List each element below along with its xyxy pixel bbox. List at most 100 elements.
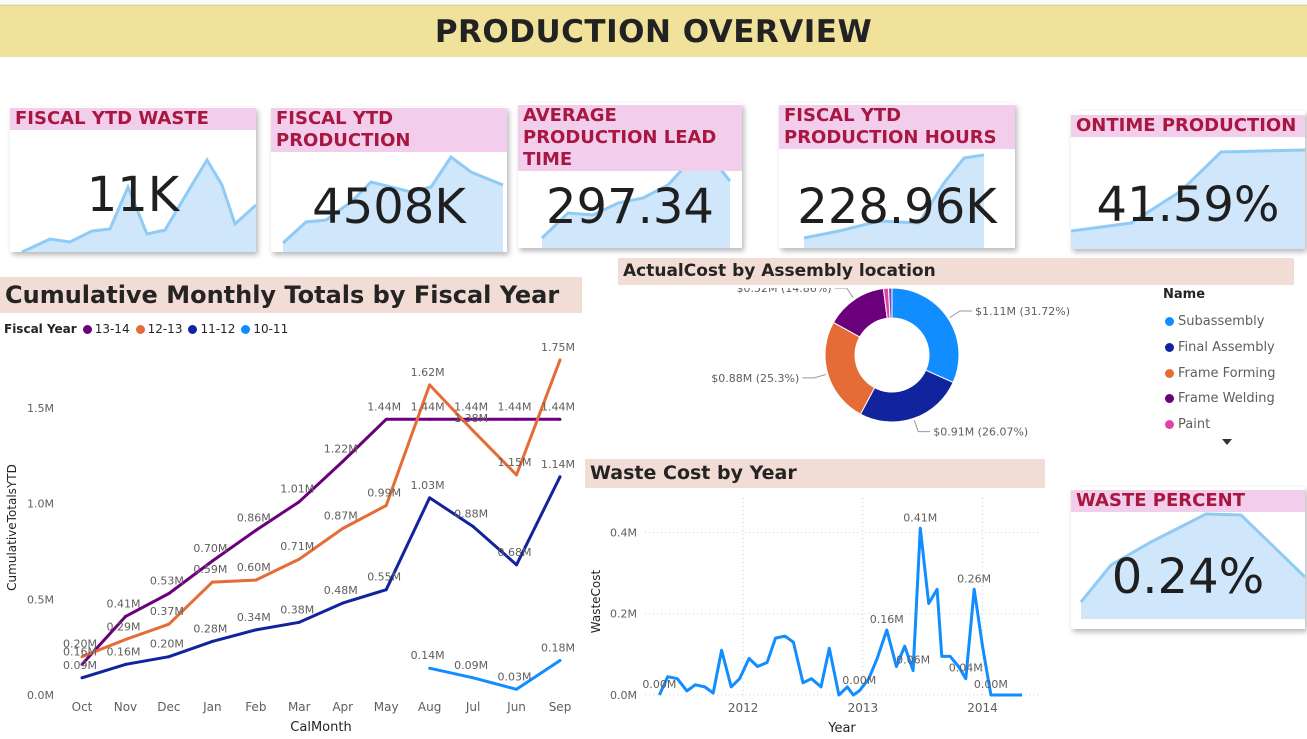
data-point [297,620,301,624]
kpi-card-hours[interactable]: FISCAL YTD PRODUCTION HOURS 228.96K [779,103,1015,248]
x-tick-label: Jun [506,700,526,714]
data-point [80,655,84,659]
waste-percent-sparkline [1079,512,1305,619]
legend-item[interactable]: Subassembly [1163,309,1293,335]
legend-item[interactable]: 12-13 [135,322,183,336]
data-label: 1.44M [498,400,532,413]
y-tick-label: 1.0M [27,498,54,511]
data-point [471,676,475,680]
cumulative-line-chart[interactable]: 0.0M 0.5M 1.0M 1.5M Oct Nov Dec Jan Feb Mar Apr May… [0,340,590,739]
leader-line [949,310,973,318]
data-label: 0.29M [106,620,140,633]
x-tick-label: Apr [332,700,353,714]
data-point [515,417,519,421]
y-axis-title: WasteCost [589,569,603,633]
data-label: 0.06M [896,654,930,667]
data-label: 0.71M [280,540,314,553]
donut-slice [887,288,893,319]
kpi-card-production[interactable]: FISCAL YTD PRODUCTION 4508K [271,107,507,252]
y-tick-label: 0.2M [610,608,637,621]
kpi-card-waste-percent[interactable]: WASTE PERCENT 0.24% [1071,487,1305,629]
legend-marker [241,324,251,334]
kpi-title-waste: FISCAL YTD WASTE [10,108,256,130]
hours-sparkline [803,153,985,248]
legend-item[interactable]: 11-12 [188,322,235,336]
data-point [471,417,475,421]
kpi-value-lead-time: 297.34 [546,179,714,235]
data-point [515,563,519,567]
data-label: 0.68M [498,546,532,559]
data-label: 1.44M [367,400,401,413]
data-label: 1.14M [541,458,575,471]
kpi-title-lead-time: AVERAGE PRODUCTION LEAD TIME [518,105,742,171]
data-label: 1.03M [411,479,445,492]
kpi-card-waste[interactable]: FISCAL YTD WASTE 11K [10,107,256,252]
legend-label: 13-14 [94,322,130,336]
data-point [123,637,127,641]
legend-marker [1165,394,1174,404]
legend-label: Frame Forming [1178,365,1276,381]
actualcost-donut-chart[interactable]: $1.11M (31.72%) $0.91M (26.07%) $0.88M (25… [600,288,1140,453]
legend-item[interactable]: Frame Forming [1163,360,1293,386]
data-point [254,578,258,582]
x-tick-label: Jul [465,700,480,714]
legend-item[interactable]: Final Assembly [1163,335,1293,361]
data-label: 0.16M [870,613,904,626]
legend-label: Final Assembly [1178,340,1275,356]
data-label: 0.14M [411,649,445,662]
data-label: 0.09M [63,659,97,672]
data-point [341,601,345,605]
x-tick-label: May [374,700,399,714]
data-label: 1.01M [280,483,314,496]
legend-marker [1165,317,1174,327]
legend-item[interactable]: 10-11 [241,322,288,336]
data-point [341,526,345,530]
data-point [471,429,475,433]
data-point [341,459,345,463]
page-title: PRODUCTION OVERVIEW [434,14,873,50]
x-tick-label: 2013 [848,701,879,715]
donut-slice [859,369,954,423]
data-label: 0.04M [949,662,983,675]
data-label: 0.00M [842,674,876,687]
y-tick-label: 0.5M [27,593,54,606]
data-label: 0.20M [150,638,184,651]
data-point [123,615,127,619]
kpi-card-lead-time[interactable]: AVERAGE PRODUCTION LEAD TIME 297.34 [518,103,742,248]
legend-item[interactable]: Frame Welding [1163,386,1293,412]
title-banner: PRODUCTION OVERVIEW [0,5,1307,57]
legend-label: Frame Welding [1178,391,1275,407]
data-point [428,666,432,670]
data-label: 0.59M [193,563,227,576]
data-label: 1.44M [411,400,445,413]
data-point [558,659,562,663]
kpi-title-waste-percent: WASTE PERCENT [1071,490,1305,512]
legend-item[interactable]: 13-14 [82,322,130,336]
x-axis-title: CalMonth [290,720,351,735]
data-label: 1.44M [541,400,575,413]
data-point [558,417,562,421]
leader-line [802,374,826,379]
legend-label: 12-13 [147,322,183,336]
kpi-card-ontime[interactable]: ONTIME PRODUCTION 41.59% [1071,111,1305,249]
data-point [80,676,84,680]
data-point [123,662,127,666]
data-point [384,503,388,507]
data-label: 1.22M [324,442,358,455]
legend-label: 11-12 [200,322,236,336]
data-label: 0.16M [63,645,97,658]
data-label: 0.41M [106,598,140,611]
data-label: 0.09M [454,659,488,672]
legend-marker [1165,420,1174,430]
series-line [429,659,561,691]
wastecost-line-chart[interactable]: 2012 2013 2014 0.0M 0.2M 0.4M Year WasteCost 0.0… [585,490,1055,739]
chevron-down-icon[interactable] [1222,439,1232,446]
x-tick-label: Mar [288,700,311,714]
data-point [515,687,519,691]
data-point [254,528,258,532]
legend-label: 10-11 [253,322,289,336]
data-label: $1.11M (31.72%) [975,305,1070,318]
kpi-value-hours: 228.96K [797,179,997,235]
data-label: $0.52M (14.86%) [737,288,832,295]
legend-item[interactable]: Paint [1163,412,1293,438]
